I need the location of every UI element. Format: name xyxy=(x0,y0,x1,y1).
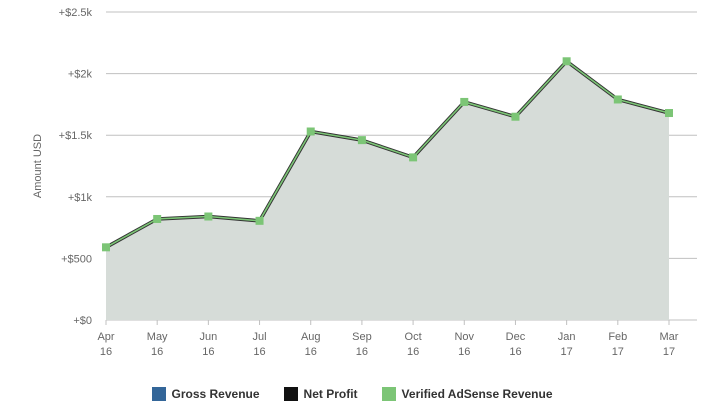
x-tick-year: 17 xyxy=(663,346,675,358)
data-point xyxy=(255,216,264,225)
legend-item-net-profit[interactable]: Net Profit xyxy=(283,387,358,401)
x-tick-year: 17 xyxy=(561,346,573,358)
legend-swatch xyxy=(381,387,396,401)
x-tick-year: 17 xyxy=(612,346,624,358)
y-tick-label: +$1k xyxy=(68,192,93,204)
x-axis-ticks: Apr 16 May 16 Jun 16 Jul 16 Aug 16 Sep 16 Oct 16 Nov 16… xyxy=(97,320,679,358)
x-tick-year: 16 xyxy=(407,346,419,358)
adsense-revenue-line xyxy=(105,60,670,249)
data-point xyxy=(562,57,571,66)
data-point xyxy=(306,127,315,136)
x-tick-month: Feb xyxy=(608,331,627,343)
x-tick-month: Nov xyxy=(454,331,474,343)
x-tick-month: Sep xyxy=(352,331,372,343)
data-point xyxy=(511,112,520,121)
legend-label: Net Profit xyxy=(303,387,358,401)
y-axis-ticks: +$0 +$500 +$1k +$1.5k +$2k +$2.5k xyxy=(59,7,93,327)
x-tick-year: 16 xyxy=(356,346,368,358)
x-tick-month: Jul xyxy=(253,331,267,343)
x-tick-month: Jun xyxy=(199,331,217,343)
x-tick-year: 16 xyxy=(458,346,470,358)
x-tick-month: Aug xyxy=(301,331,321,343)
chart-legend: Gross Revenue Net Profit Verified AdSense … xyxy=(0,384,704,404)
x-tick-month: Apr xyxy=(97,331,114,343)
data-points xyxy=(102,57,673,252)
data-point xyxy=(357,136,366,145)
data-point xyxy=(665,109,673,118)
legend-swatch xyxy=(283,387,298,401)
chart-plot-area: +$0 +$500 +$1k +$1.5k +$2k +$2.5k Apr 16 May 16 J… xyxy=(32,7,697,358)
data-point xyxy=(153,214,162,223)
y-tick-label: +$2k xyxy=(68,69,93,81)
x-tick-year: 16 xyxy=(100,346,112,358)
x-tick-year: 16 xyxy=(253,346,265,358)
x-tick-month: Dec xyxy=(506,331,526,343)
x-tick-month: Mar xyxy=(660,331,679,343)
y-tick-label: +$1.5k xyxy=(59,130,93,142)
x-tick-year: 16 xyxy=(305,346,317,358)
legend-item-verified-adsense-revenue[interactable]: Verified AdSense Revenue xyxy=(381,387,553,401)
x-tick-month: May xyxy=(147,331,168,343)
legend-item-gross-revenue[interactable]: Gross Revenue xyxy=(151,387,260,401)
y-tick-label: +$2.5k xyxy=(59,7,93,19)
x-tick-year: 16 xyxy=(151,346,163,358)
area-fill-layer xyxy=(106,61,669,320)
data-point xyxy=(409,153,418,162)
y-tick-label: +$0 xyxy=(73,315,92,327)
x-tick-year: 16 xyxy=(509,346,521,358)
data-point xyxy=(204,212,213,221)
x-tick-month: Jan xyxy=(558,331,576,343)
revenue-area xyxy=(106,61,669,320)
data-point xyxy=(460,97,469,106)
x-tick-year: 16 xyxy=(202,346,214,358)
y-axis-title: Amount USD xyxy=(32,134,44,198)
legend-label: Gross Revenue xyxy=(171,387,260,401)
y-tick-label: +$500 xyxy=(61,253,92,265)
x-tick-month: Oct xyxy=(405,331,422,343)
legend-label: Verified AdSense Revenue xyxy=(401,387,553,401)
data-point xyxy=(102,243,110,252)
data-point xyxy=(613,95,622,104)
series-lines xyxy=(105,59,670,249)
legend-swatch xyxy=(151,387,166,401)
